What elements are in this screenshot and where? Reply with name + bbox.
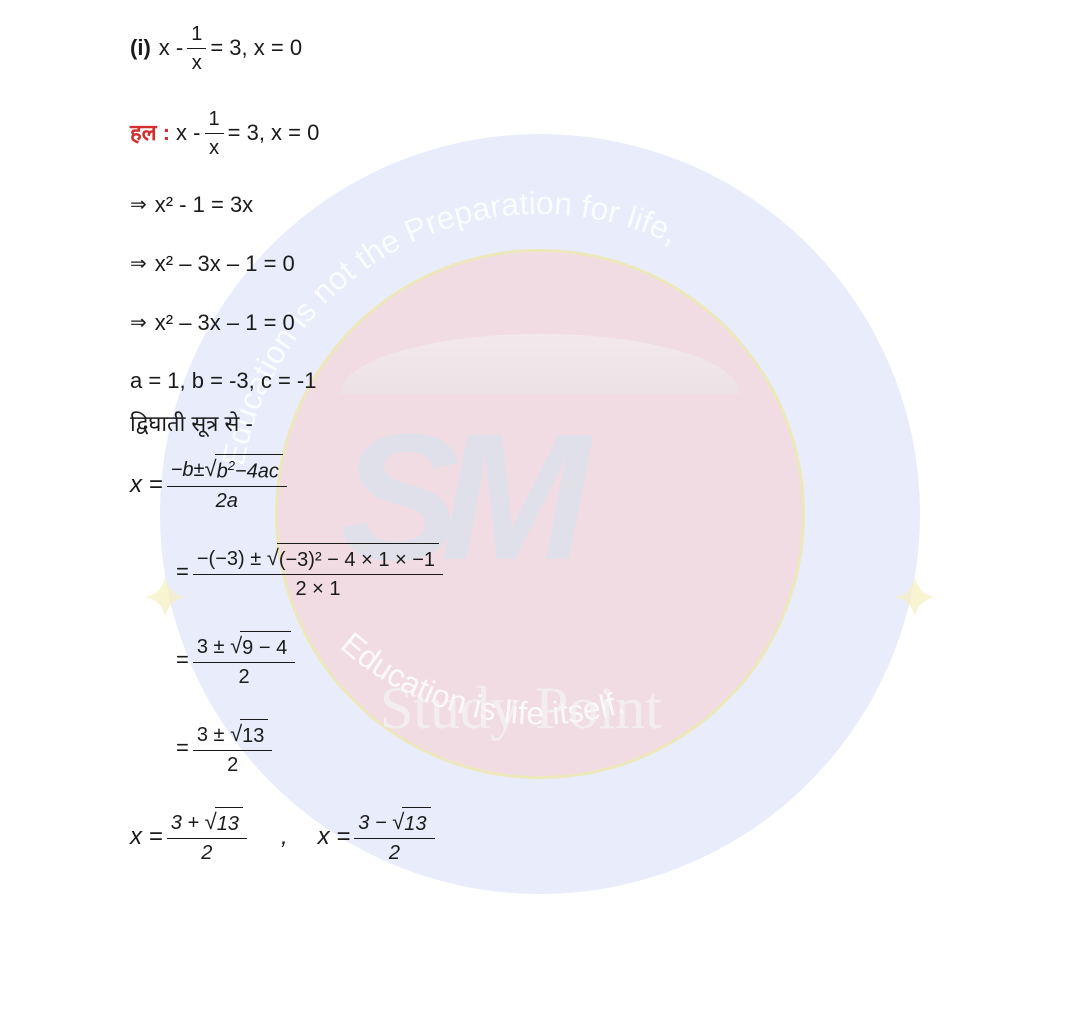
formula-frac: −b±√b2−4ac 2a [167, 454, 287, 515]
sub2-sqrt: 9 − 4 [240, 631, 291, 662]
substitution-2: = 3 ± √9 − 4 2 [176, 631, 1080, 691]
implies-icon: ⇒ [130, 191, 147, 219]
step-2: ⇒ x² – 3x – 1 = 0 [130, 249, 1080, 280]
frac-num: 1 [187, 20, 206, 49]
ans1-lhs: x = [130, 820, 163, 854]
coefficients: a = 1, b = -3, c = -1 [130, 366, 1080, 397]
sub2-prefix: 3 ± [197, 636, 225, 658]
quadratic-formula: x = −b±√b2−4ac 2a [130, 454, 1080, 515]
math-content: (i) x - 1 x = 3, x = 0 हल : x - 1 x = 3,… [0, 0, 1080, 867]
sub2-den: 2 [234, 663, 253, 691]
equals: = [176, 645, 189, 676]
ans1-sqrt: 13 [215, 807, 243, 838]
frac-den: x [188, 49, 206, 77]
step-1: ⇒ x² - 1 = 3x [130, 190, 1080, 221]
step1-eq: x² - 1 = 3x [155, 190, 253, 221]
restate-lhs: x - [176, 118, 200, 149]
sub1-den: 2 × 1 [291, 575, 344, 603]
sub3-num: 3 ± √13 [193, 719, 273, 751]
ans1-prefix: 3 + [171, 812, 199, 834]
problem-lhs: x - [159, 33, 183, 64]
ans2-lhs: x = [318, 820, 351, 854]
sub3-sqrt: 13 [240, 719, 268, 750]
formula-num: −b±√b2−4ac [167, 454, 287, 487]
sub3-prefix: 3 ± [197, 724, 225, 746]
ans2-sqrt: 13 [402, 807, 430, 838]
hal-label: हल : [130, 118, 170, 149]
sub3-frac: 3 ± √13 2 [193, 719, 273, 779]
solution-restate: हल : x - 1 x = 3, x = 0 [130, 105, 1080, 162]
ans2-num: 3 − √13 [354, 807, 434, 839]
sub2-frac: 3 ± √9 − 4 2 [193, 631, 295, 691]
frac-num: 1 [205, 105, 224, 134]
frac-den: x [205, 134, 223, 162]
problem-fraction: 1 x [187, 20, 206, 77]
formula-den: 2a [212, 487, 242, 515]
step-3: ⇒ x² – 3x – 1 = 0 [130, 308, 1080, 339]
sub1-sqrt: (−3)² − 4 × 1 × −1 [277, 543, 439, 574]
restate-fraction: 1 x [205, 105, 224, 162]
sub3-den: 2 [223, 751, 242, 779]
coeffs-text: a = 1, b = -3, c = -1 [130, 366, 317, 397]
implies-icon: ⇒ [130, 250, 147, 278]
problem-rhs: = 3, x = 0 [210, 33, 302, 64]
step3-eq: x² – 3x – 1 = 0 [155, 308, 295, 339]
ans1-num: 3 + √13 [167, 807, 247, 839]
problem-statement: (i) x - 1 x = 3, x = 0 [130, 20, 1080, 77]
sub1-num: −(−3) ± √(−3)² − 4 × 1 × −1 [193, 543, 443, 575]
final-answers: x = 3 + √13 2 , x = 3 − √13 2 [130, 807, 1080, 867]
sub1-frac: −(−3) ± √(−3)² − 4 × 1 × −1 2 × 1 [193, 543, 443, 603]
ans1-den: 2 [197, 839, 216, 867]
sub1-prefix: −(−3) ± [197, 548, 261, 570]
answer-separator: , [281, 820, 288, 854]
ans1-frac: 3 + √13 2 [167, 807, 247, 867]
implies-icon: ⇒ [130, 309, 147, 337]
ans2-frac: 3 − √13 2 [354, 807, 434, 867]
ans2-den: 2 [385, 839, 404, 867]
ans2-prefix: 3 − [358, 812, 386, 834]
formula-label: द्विघाती सूत्र से - [130, 409, 1080, 440]
equals: = [176, 733, 189, 764]
equals: = [176, 557, 189, 588]
substitution-3: = 3 ± √13 2 [176, 719, 1080, 779]
sub2-num: 3 ± √9 − 4 [193, 631, 295, 663]
problem-label: (i) [130, 33, 151, 64]
formula-label-text: द्विघाती सूत्र से - [130, 409, 253, 440]
restate-rhs: = 3, x = 0 [228, 118, 320, 149]
formula-lhs: x = [130, 468, 163, 502]
substitution-1: = −(−3) ± √(−3)² − 4 × 1 × −1 2 × 1 [176, 543, 1080, 603]
step2-eq: x² – 3x – 1 = 0 [155, 249, 295, 280]
